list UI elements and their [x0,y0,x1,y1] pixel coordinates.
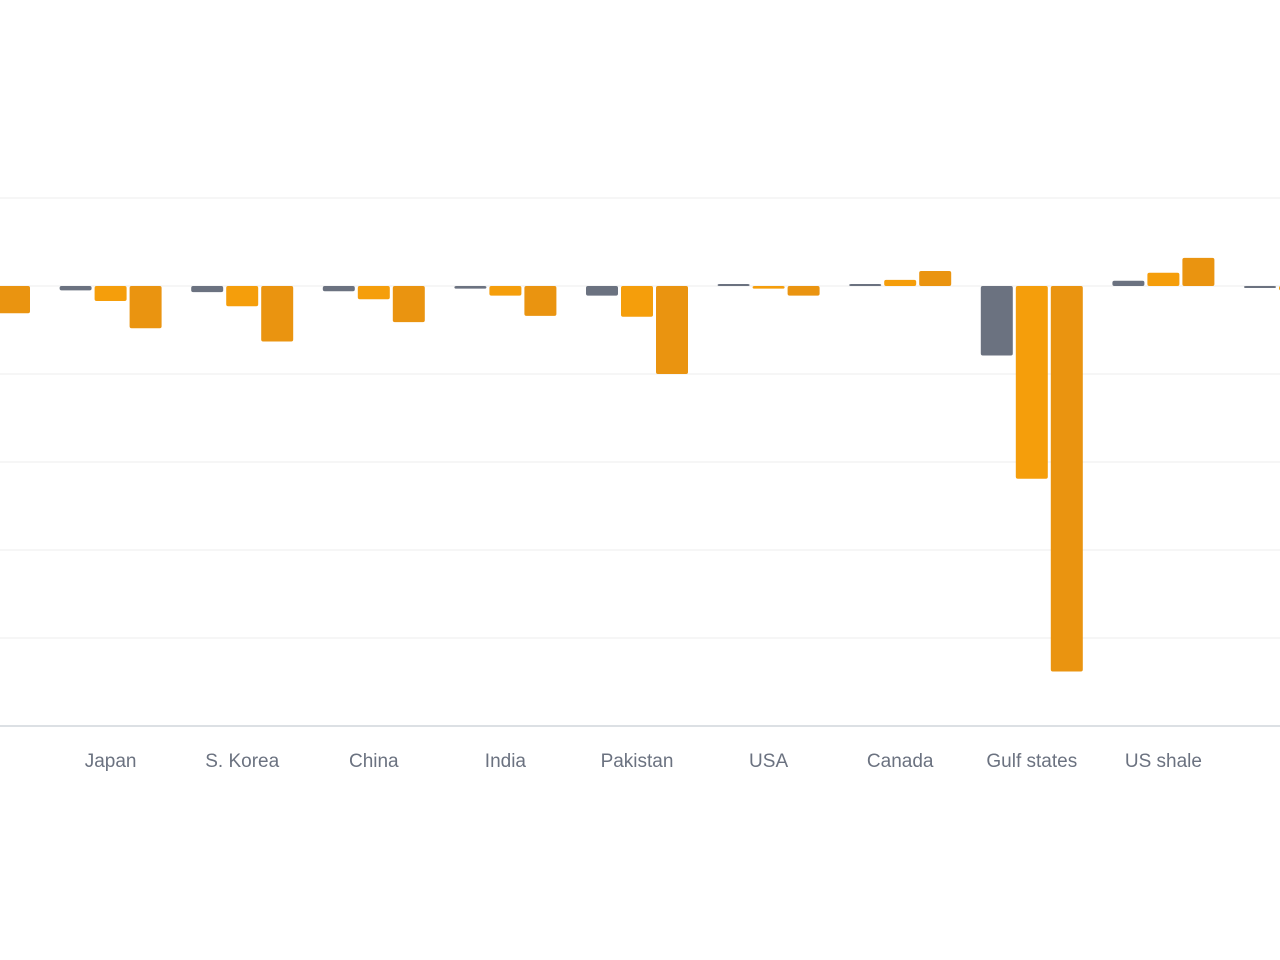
bar [357,286,390,300]
bar [717,284,750,286]
bar [1112,280,1145,286]
x-tick-label: S. Korea [205,751,279,772]
bar [392,286,425,323]
x-tick-label: Canada [867,751,934,772]
bar [621,286,653,317]
bar [884,279,917,286]
bar [656,286,688,374]
bar [1244,286,1276,288]
x-tick-label: China [349,751,399,772]
x-tick-label: Japan [85,751,137,772]
x-tick-label: Pakistan [601,751,674,772]
bar [489,286,522,296]
bar [191,286,224,293]
x-tick-label: US shale [1125,751,1202,772]
bar [454,286,487,289]
bar [261,286,294,342]
bar [980,286,1013,356]
bar [787,286,820,296]
bar [1015,286,1048,479]
bar [586,286,618,296]
bar [849,284,882,286]
bar [94,286,127,301]
bar [752,286,785,289]
x-tick-label: Gulf states [986,751,1077,772]
x-tick-label: USA [749,751,788,772]
bar [0,286,30,314]
bar [59,286,92,291]
bar [1050,286,1083,672]
bar [1147,272,1180,286]
x-tick-label: India [485,751,527,772]
bar [919,271,952,286]
bar [1182,257,1215,286]
bar [524,286,557,316]
bar [322,286,355,292]
bar [129,286,162,329]
bar [226,286,259,307]
